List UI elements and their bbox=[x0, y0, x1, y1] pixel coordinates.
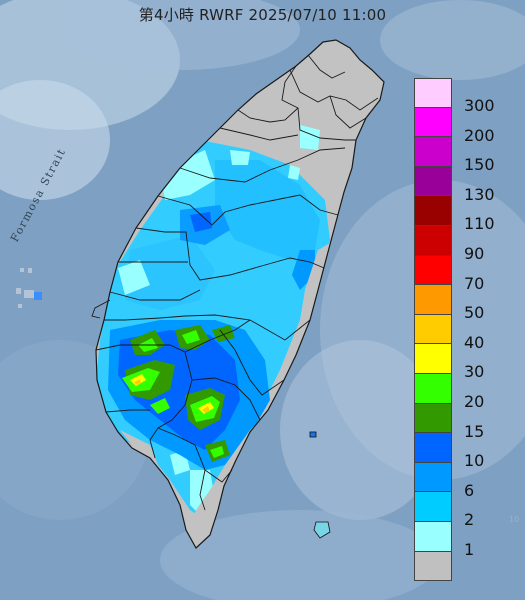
legend-row: 70 bbox=[412, 255, 522, 293]
legend-swatch bbox=[414, 403, 452, 434]
legend-label: 50 bbox=[464, 303, 485, 323]
legend-swatch bbox=[414, 373, 452, 404]
legend-label: 130 bbox=[464, 184, 495, 204]
legend-label: 6 bbox=[464, 480, 475, 500]
legend-label: 20 bbox=[464, 391, 485, 411]
taiwan-island bbox=[91, 39, 385, 549]
legend-swatch bbox=[414, 137, 452, 167]
edge-glyph: 10 bbox=[509, 515, 519, 524]
legend-label: 1 bbox=[464, 539, 475, 559]
penghu-islands bbox=[16, 268, 42, 308]
legend-row: 2 bbox=[412, 492, 522, 529]
legend-row: 40 bbox=[412, 314, 522, 352]
legend-swatch bbox=[414, 166, 452, 197]
legend-row: 150 bbox=[412, 137, 522, 174]
legend-row: 10 bbox=[412, 433, 522, 470]
legend-swatch bbox=[414, 521, 452, 552]
legend-row: 15 bbox=[412, 403, 522, 441]
map-title: 第4小時 RWRF 2025/07/10 11:00 bbox=[138, 6, 387, 24]
rainfall-legend: 300 200 150 130 110 90 70 50 40 30 20 15 10 6 2 1 bbox=[412, 78, 522, 582]
legend-swatch bbox=[414, 433, 452, 463]
legend-row: 110 bbox=[412, 196, 522, 233]
legend-swatch bbox=[414, 314, 452, 345]
legend-row: 50 bbox=[412, 285, 522, 322]
legend-swatch bbox=[414, 225, 452, 256]
legend-label: 110 bbox=[464, 214, 495, 234]
orchid-island bbox=[313, 521, 331, 539]
legend-swatch bbox=[414, 551, 452, 582]
county-boundaries bbox=[91, 39, 385, 549]
green-island bbox=[309, 431, 317, 438]
legend-row: 300 bbox=[412, 78, 522, 115]
legend-swatch bbox=[414, 285, 452, 315]
legend-label: 300 bbox=[464, 96, 495, 115]
legend-row bbox=[412, 551, 522, 582]
legend-swatch bbox=[414, 255, 452, 286]
legend-label: 90 bbox=[464, 243, 485, 263]
legend-row: 6 bbox=[412, 462, 522, 500]
legend-row: 90 bbox=[412, 225, 522, 263]
legend-swatch bbox=[414, 462, 452, 493]
legend-row: 200 bbox=[412, 107, 522, 145]
legend-row: 1 bbox=[412, 521, 522, 559]
legend-swatch bbox=[414, 107, 452, 138]
legend-label: 10 bbox=[464, 451, 485, 471]
legend-swatch bbox=[414, 344, 452, 374]
legend-row: 130 bbox=[412, 166, 522, 204]
legend-row: 30 bbox=[412, 344, 522, 381]
legend-label: 150 bbox=[464, 155, 495, 175]
legend-label: 30 bbox=[464, 362, 485, 382]
legend-swatch bbox=[414, 492, 452, 522]
legend-swatch bbox=[414, 78, 452, 108]
legend-label: 40 bbox=[464, 332, 485, 352]
legend-row: 20 bbox=[412, 373, 522, 411]
legend-swatch bbox=[414, 196, 452, 226]
legend-label: 200 bbox=[464, 125, 495, 145]
rainfall-field bbox=[96, 40, 384, 548]
legend-label: 2 bbox=[464, 510, 475, 530]
legend-label: 15 bbox=[464, 421, 485, 441]
legend-label: 70 bbox=[464, 273, 485, 293]
